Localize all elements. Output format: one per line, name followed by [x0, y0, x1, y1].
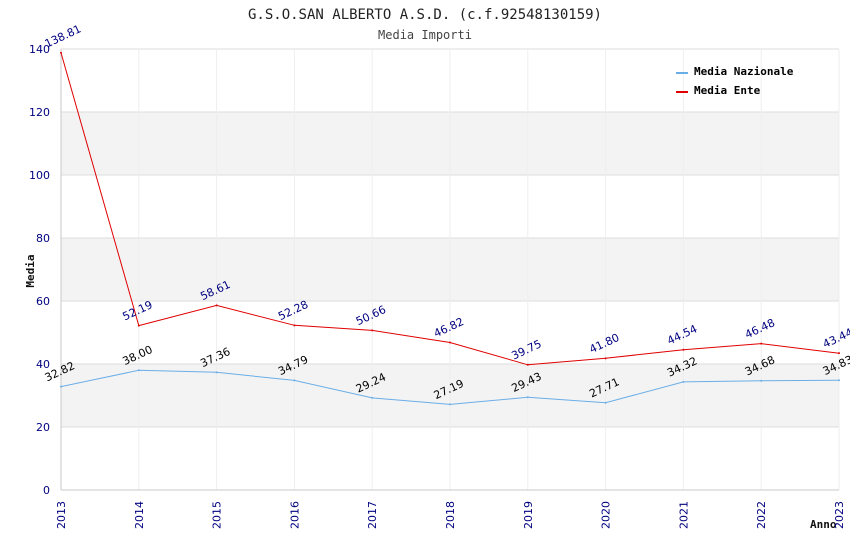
- x-tick-label: 2020: [600, 501, 613, 529]
- data-point: [526, 396, 529, 399]
- x-tick-label: 2013: [55, 501, 68, 529]
- data-point: [604, 401, 607, 404]
- data-point: [60, 385, 62, 388]
- x-tick-label: 2021: [677, 501, 690, 529]
- x-tick-label: 2018: [444, 501, 457, 529]
- data-point: [137, 324, 140, 327]
- y-tick-label: 140: [29, 43, 50, 56]
- data-point: [838, 352, 840, 355]
- data-point: [838, 379, 840, 382]
- data-point: [371, 396, 374, 399]
- x-tick-label: 2022: [755, 501, 768, 529]
- data-point: [60, 51, 62, 54]
- data-label: 52.28: [276, 298, 310, 323]
- chart-title: G.S.O.SAN ALBERTO A.S.D. (c.f.9254813015…: [248, 7, 602, 23]
- x-tick-labels: 2013 2014 2015 2016 2017 2018 2019 2020 2021 2022…: [55, 501, 846, 529]
- data-label: 43.44: [821, 326, 850, 351]
- data-point: [449, 403, 451, 406]
- x-axis-label: Anno: [810, 518, 837, 531]
- y-tick-label: 100: [29, 169, 50, 182]
- y-tick-label: 40: [36, 358, 50, 371]
- y-tick-labels: 0 20 40 60 80 100 120 140: [29, 43, 50, 497]
- data-label: 39.75: [510, 337, 544, 362]
- data-point: [604, 357, 607, 360]
- x-tick-label: 2016: [288, 501, 301, 529]
- data-point: [760, 379, 763, 382]
- data-label: 46.48: [743, 316, 777, 341]
- x-tick-label: 2019: [522, 501, 535, 529]
- data-point: [215, 371, 218, 374]
- x-tick-label: 2023: [833, 501, 846, 529]
- axes: [60, 49, 839, 491]
- data-point: [449, 341, 451, 344]
- data-point: [137, 369, 140, 372]
- data-label: 50.66: [354, 303, 388, 328]
- data-label: 44.54: [665, 322, 699, 347]
- y-tick-label: 60: [36, 295, 50, 308]
- data-point: [526, 363, 529, 366]
- y-tick-label: 0: [43, 484, 50, 497]
- data-point: [682, 380, 685, 383]
- y-tick-label: 120: [29, 106, 50, 119]
- data-label: 46.82: [432, 315, 466, 340]
- data-point: [293, 324, 296, 327]
- data-point: [215, 304, 218, 307]
- legend-label: Media Ente: [694, 84, 761, 97]
- y-axis-label: Media: [24, 254, 37, 287]
- chart-subtitle: Media Importi: [378, 28, 472, 42]
- data-label: 41.80: [587, 331, 621, 356]
- data-label: 138.81: [43, 22, 83, 50]
- y-tick-label: 80: [36, 232, 50, 245]
- series-group: [60, 51, 840, 406]
- legend-label: Media Nazionale: [694, 65, 794, 78]
- y-tick-label: 20: [36, 421, 50, 434]
- data-point: [682, 348, 685, 351]
- legend: Media Nazionale Media Ente: [676, 65, 794, 97]
- x-tick-label: 2015: [211, 501, 224, 529]
- data-point: [760, 342, 763, 345]
- x-tick-label: 2017: [366, 501, 379, 529]
- x-tick-label: 2014: [133, 501, 146, 529]
- data-point: [293, 379, 296, 382]
- data-point: [371, 329, 374, 332]
